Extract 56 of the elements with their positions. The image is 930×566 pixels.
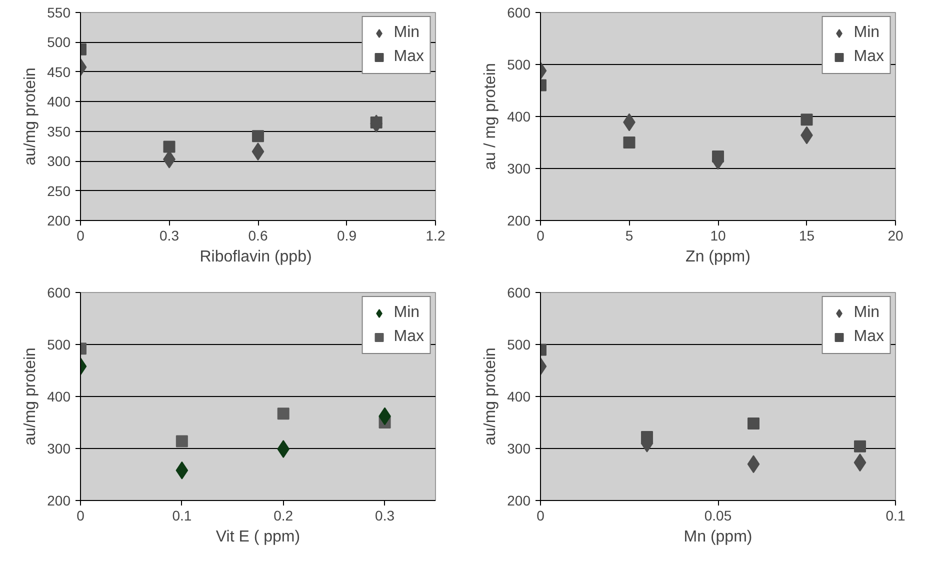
legend-label: Min (854, 304, 880, 322)
y-axis-title: au / mg protein (482, 63, 500, 170)
y-tick-label: 200 (47, 492, 71, 508)
y-tick-label: 300 (47, 440, 71, 456)
x-tick-label: 0 (76, 228, 85, 244)
y-tick-label: 200 (507, 212, 531, 228)
y-tick-label: 600 (47, 284, 71, 300)
y-tick-label: 300 (507, 440, 531, 456)
y-tick-label: 250 (47, 182, 71, 199)
y-tick-label: 300 (507, 160, 531, 176)
y-tick-label: 200 (507, 492, 531, 508)
x-tick-label: 0 (536, 508, 545, 524)
legend-label: Min (394, 304, 420, 322)
y-tick-label: 400 (507, 108, 531, 124)
x-tick-label: 10 (710, 228, 726, 244)
x-axis-title: Mn (ppm) (684, 528, 752, 546)
y-tick-label: 350 (47, 123, 71, 140)
y-tick-label: 550 (47, 4, 71, 20)
y-tick-label: 400 (47, 388, 71, 404)
y-tick-label: 600 (507, 4, 531, 20)
x-tick-label: 0 (536, 228, 545, 244)
y-axis-title: au/mg protein (482, 348, 500, 446)
y-tick-label: 400 (507, 388, 531, 404)
x-axis-title: Riboflavin (ppb) (200, 248, 312, 266)
legend-label: Max (854, 48, 884, 66)
y-axis-title: au/mg protein (22, 68, 40, 166)
x-axis-title: Vit E ( ppm) (216, 528, 300, 546)
x-tick-label: 0.3 (375, 508, 395, 524)
x-tick-label: 0.6 (248, 228, 268, 244)
x-tick-label: 0.2 (274, 508, 294, 524)
y-tick-label: 500 (507, 336, 531, 352)
y-tick-label: 500 (47, 34, 71, 50)
y-tick-label: 600 (507, 284, 531, 300)
legend-label: Min (854, 24, 880, 42)
x-tick-label: 0 (76, 508, 85, 524)
y-tick-label: 500 (507, 56, 531, 72)
x-tick-label: 0.1 (886, 508, 906, 524)
y-tick-label: 400 (47, 94, 71, 110)
x-tick-label: 0.9 (337, 228, 357, 244)
legend-label: Max (854, 328, 884, 346)
x-tick-label: 15 (798, 228, 815, 244)
x-tick-label: 1.2 (426, 228, 446, 244)
y-axis-title: au/mg protein (22, 348, 40, 446)
y-tick-label: 300 (47, 153, 71, 170)
x-tick-label: 0.1 (172, 508, 192, 524)
legend-label: Max (394, 328, 424, 346)
y-tick-label: 500 (47, 336, 71, 352)
legend-label: Min (394, 24, 420, 42)
y-tick-label: 450 (47, 64, 71, 80)
x-tick-label: 20 (888, 228, 904, 244)
y-tick-label: 200 (47, 212, 71, 228)
legend-label: Max (394, 48, 424, 66)
x-tick-label: 5 (625, 228, 634, 244)
x-axis-title: Zn (ppm) (686, 248, 750, 266)
x-tick-label: 0.3 (160, 228, 180, 244)
x-tick-label: 0.05 (704, 508, 732, 524)
